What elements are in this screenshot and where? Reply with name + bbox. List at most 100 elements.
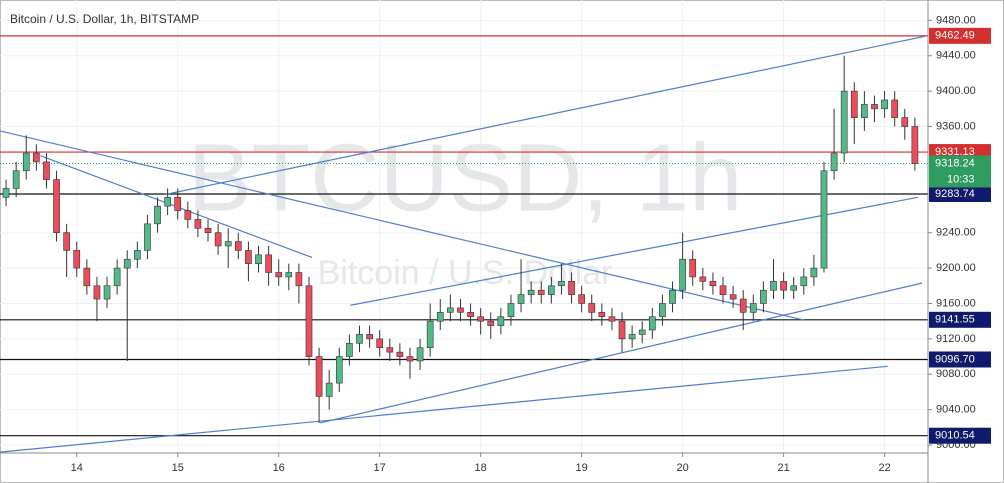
- candle-body: [53, 179, 60, 233]
- y-tick-label: 9200.00: [936, 262, 976, 274]
- candle-body: [366, 334, 373, 340]
- x-tick-label: 18: [475, 462, 487, 474]
- candle-body: [638, 329, 646, 335]
- candle-body: [497, 316, 505, 326]
- candle-body: [517, 294, 525, 304]
- candle-body: [598, 312, 606, 318]
- candle-body: [669, 289, 676, 304]
- candle-body: [315, 356, 323, 397]
- candle-body: [134, 250, 141, 260]
- candle-body: [679, 258, 686, 291]
- candle-body: [144, 223, 151, 251]
- candle-body: [467, 312, 474, 318]
- candle-body: [295, 272, 303, 287]
- candle-body: [558, 281, 565, 287]
- candle-body: [850, 90, 858, 118]
- candle-body: [356, 334, 363, 344]
- candle-body: [255, 254, 262, 264]
- candle-body: [588, 303, 596, 313]
- candle-body: [709, 281, 717, 287]
- candle-body: [305, 285, 313, 357]
- candle-body: [810, 267, 818, 278]
- candle-body: [265, 254, 272, 273]
- candle-body: [548, 285, 555, 295]
- candle-body: [245, 250, 252, 264]
- candle-body: [285, 272, 293, 278]
- candle-body: [527, 289, 535, 295]
- candle-body: [63, 232, 70, 251]
- y-tick-label: 9480.00: [936, 14, 976, 26]
- candle-body: [164, 197, 171, 207]
- candle-body: [234, 241, 242, 251]
- x-tick-label: 19: [576, 462, 588, 474]
- y-tick-label: 9440.00: [936, 50, 976, 62]
- candle-body: [840, 90, 848, 154]
- candle-body: [780, 281, 787, 291]
- candle-body: [103, 285, 111, 300]
- level-label-box: [929, 27, 991, 44]
- candle-body: [447, 307, 454, 313]
- candle-body: [648, 316, 656, 331]
- candle-body: [871, 104, 878, 110]
- candle-body: [830, 152, 838, 172]
- watermark: BTCUSD, 1h: [188, 124, 743, 231]
- y-tick-label: 9040.00: [936, 404, 976, 416]
- candle-body: [891, 99, 899, 118]
- candle-body: [911, 126, 919, 164]
- x-tick-label: 20: [676, 462, 688, 474]
- x-tick-label: 14: [71, 462, 83, 474]
- candle-body: [739, 298, 747, 313]
- candle-body: [699, 276, 707, 282]
- candle-body: [416, 347, 424, 362]
- x-tick-label: 16: [273, 462, 285, 474]
- level-label: 9331.13: [935, 146, 975, 158]
- candle-body: [43, 161, 50, 180]
- candle-body: [507, 303, 515, 318]
- level-label: 9462.49: [935, 30, 975, 42]
- level-label: 9010.54: [935, 430, 975, 442]
- candle-body: [578, 294, 585, 304]
- candle-body: [335, 356, 343, 384]
- candle-body: [659, 303, 666, 318]
- y-tick-label: 9400.00: [936, 85, 976, 97]
- level-label: 9141.55: [935, 314, 975, 326]
- candle-body: [800, 276, 808, 287]
- candle-body: [376, 338, 384, 349]
- candle-body: [719, 285, 727, 295]
- candle-body: [689, 258, 697, 278]
- candle-body: [346, 342, 353, 357]
- candle-body: [537, 289, 545, 295]
- candle-body: [729, 294, 737, 300]
- watermark-subtitle: Bitcoin / U.S. Dollar: [318, 254, 613, 292]
- trendline: [0, 130, 805, 321]
- trendline: [0, 365, 888, 453]
- candle-body: [901, 117, 909, 127]
- x-tick-label: 21: [777, 462, 789, 474]
- y-tick-label: 9120.00: [936, 333, 976, 345]
- candle-body: [214, 232, 222, 247]
- candle-body: [224, 241, 232, 247]
- candle-body: [396, 351, 404, 357]
- x-tick-label: 15: [172, 462, 184, 474]
- candle-body: [426, 320, 434, 349]
- y-tick-label: 9080.00: [936, 368, 976, 380]
- candle-body: [487, 320, 495, 326]
- candle-body: [194, 219, 202, 229]
- candle-body: [22, 152, 30, 172]
- x-tick-label: 17: [374, 462, 386, 474]
- candle-body: [760, 289, 767, 304]
- candle-body: [820, 170, 828, 269]
- candle-body: [33, 152, 40, 163]
- trendline: [319, 282, 923, 424]
- candle-body: [790, 285, 798, 291]
- candle-body: [12, 170, 20, 189]
- candle-body: [477, 316, 484, 322]
- candle-body: [184, 210, 192, 220]
- candle-body: [749, 303, 757, 313]
- level-label-box: [929, 311, 991, 328]
- trendline: [164, 35, 926, 196]
- candle-body: [93, 285, 101, 300]
- candle-body: [861, 104, 868, 118]
- candle-body: [628, 334, 636, 340]
